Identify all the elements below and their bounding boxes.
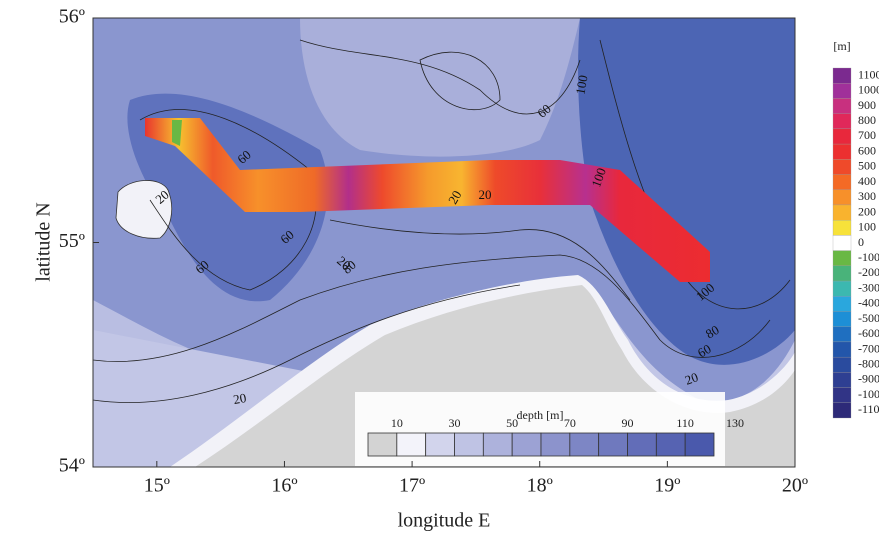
colorbar-swatch bbox=[832, 235, 852, 251]
colorbar-tick-label: -300 bbox=[858, 280, 879, 294]
island-shoal bbox=[115, 180, 173, 239]
contour-label: 20 bbox=[445, 188, 464, 207]
legend-tick-label: 50 bbox=[506, 416, 518, 430]
colorbar-swatch bbox=[832, 204, 852, 221]
legend-swatch bbox=[367, 432, 398, 457]
x-axis-label: longitude E bbox=[398, 510, 491, 532]
colorbar-swatch bbox=[832, 265, 852, 282]
y-tick-label: 54º bbox=[59, 455, 85, 477]
colorbar-swatch bbox=[832, 67, 852, 84]
colorbar-tick-label: -700 bbox=[858, 341, 879, 355]
colorbar-swatch bbox=[832, 402, 852, 419]
y-tick-label: 56º bbox=[59, 6, 85, 28]
legend-tick-label: 10 bbox=[391, 416, 403, 430]
depth-legend: 10 30 50 70 90 110 130 bbox=[355, 392, 744, 466]
x-tick-label: 18º bbox=[527, 475, 553, 497]
legend-tick-label: 130 bbox=[726, 416, 744, 430]
x-tick-label: 16º bbox=[271, 475, 297, 497]
colorbar-tick-label: 200 bbox=[858, 204, 876, 218]
colorbar-swatch bbox=[832, 280, 852, 297]
legend-swatch bbox=[454, 432, 484, 457]
colorbar-tick-label: 700 bbox=[858, 128, 876, 142]
legend-tick-label: 70 bbox=[564, 416, 576, 430]
colorbar-swatch bbox=[832, 250, 852, 266]
colorbar-swatch bbox=[832, 296, 852, 312]
colorbar-tick-label: 300 bbox=[858, 189, 876, 203]
legend-tick-label: 90 bbox=[622, 416, 634, 430]
legend-title: depth [m] bbox=[517, 408, 564, 422]
legend-swatch bbox=[598, 432, 628, 457]
colorbar-tick-label: -800 bbox=[858, 356, 879, 370]
colorbar-swatch bbox=[832, 189, 852, 206]
legend-tick-label: 110 bbox=[676, 416, 694, 430]
contour-label: 100 bbox=[572, 74, 590, 96]
x-tick-label: 17º bbox=[399, 475, 425, 497]
legend-swatch bbox=[684, 432, 715, 457]
colorbar-tick-label: 600 bbox=[858, 143, 876, 157]
colorbar-tick-label: -900 bbox=[858, 372, 879, 386]
colorbar-tick-label: 400 bbox=[858, 174, 876, 188]
colorbar-tick-label: 0 bbox=[858, 235, 864, 249]
colorbar-swatch bbox=[832, 341, 852, 358]
colorbar-swatch bbox=[832, 311, 852, 327]
contour-label: 100 bbox=[588, 166, 609, 189]
legend-swatch bbox=[482, 432, 513, 457]
legend-swatch bbox=[425, 432, 455, 457]
colorbar-tick-label: 800 bbox=[858, 113, 876, 127]
colorbar-swatch bbox=[832, 113, 852, 130]
colorbar-tick-label: 500 bbox=[858, 159, 876, 173]
y-axis-label: latitude N bbox=[33, 202, 55, 281]
contour-label: 60 bbox=[695, 341, 714, 360]
colorbar-tick-label: -1000 bbox=[858, 387, 879, 401]
contour-lines bbox=[93, 39, 791, 403]
colorbar-tick-label: -400 bbox=[858, 296, 879, 310]
contour-label: 20 bbox=[683, 369, 700, 388]
legend-swatch bbox=[540, 432, 571, 457]
colorbar-swatch bbox=[832, 83, 852, 99]
colorbar-swatch bbox=[832, 220, 852, 236]
colorbar-tick-label: 1100 bbox=[858, 67, 879, 81]
colorbar-swatch bbox=[832, 326, 852, 343]
legend-swatch bbox=[569, 432, 600, 457]
legend-swatch bbox=[627, 432, 657, 457]
contour-label: 80 bbox=[703, 322, 722, 341]
legend-swatch bbox=[655, 432, 686, 457]
x-tick-label: 15º bbox=[144, 475, 170, 497]
colorbar-swatch bbox=[832, 372, 852, 388]
legend-swatch bbox=[511, 432, 542, 457]
colorbar-tick-label: -100 bbox=[858, 250, 879, 264]
colorbar-title: [m] bbox=[833, 39, 850, 53]
colorbar-swatch bbox=[832, 356, 852, 373]
colorbar-swatch bbox=[832, 143, 852, 160]
contour-label: 20 bbox=[479, 187, 492, 202]
x-tick-label: 19º bbox=[654, 475, 680, 497]
colorbar-tick-label: -1100 bbox=[858, 402, 879, 416]
survey-track-low bbox=[172, 120, 182, 146]
colorbar-swatch bbox=[832, 174, 852, 190]
x-tick-label: 20º bbox=[782, 475, 808, 497]
deep-basin bbox=[578, 18, 795, 365]
survey-track bbox=[145, 118, 710, 282]
colorbar-tick-label: 900 bbox=[858, 98, 876, 112]
colorbar-tick-label: -600 bbox=[858, 326, 879, 340]
colorbar-tick-label: -500 bbox=[858, 311, 879, 325]
y-tick-label: 55º bbox=[59, 230, 85, 252]
colorbar-swatch bbox=[832, 98, 852, 114]
colorbar-tick-label: 1000 bbox=[858, 83, 879, 97]
colorbar-tick-label: 100 bbox=[858, 220, 876, 234]
legend-swatch bbox=[396, 432, 427, 457]
colorbar-tick-label: -200 bbox=[858, 265, 879, 279]
colorbar-swatch bbox=[832, 159, 852, 175]
contour-label: 20 bbox=[232, 390, 247, 407]
legend-tick-label: 30 bbox=[449, 416, 461, 430]
colorbar-swatch bbox=[832, 128, 852, 145]
shallow-sea bbox=[300, 18, 580, 157]
colorbar-swatch bbox=[832, 387, 852, 403]
